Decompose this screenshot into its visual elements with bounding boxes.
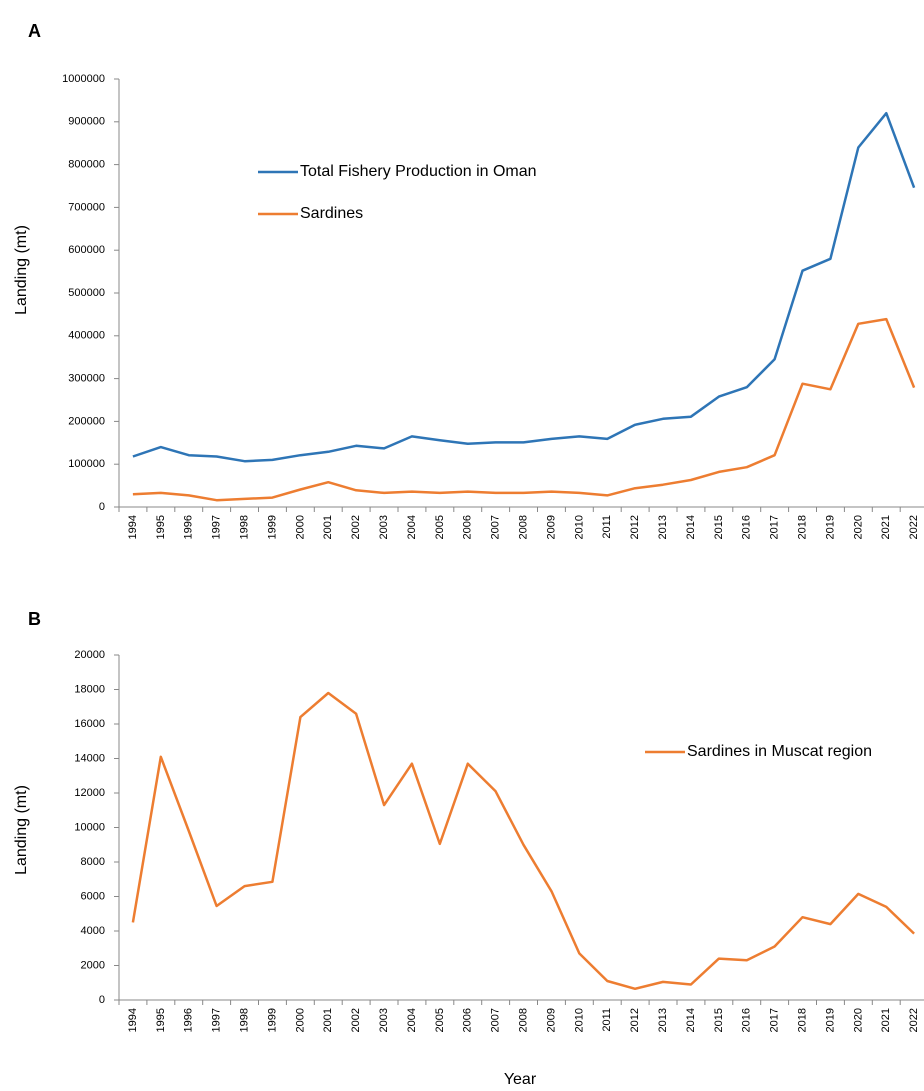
data-line: [132, 111, 916, 463]
legend-label: Total Fishery Production in Oman: [300, 163, 537, 180]
y-tick-label: 900000: [68, 116, 105, 128]
x-tick-label: 2007: [490, 515, 502, 539]
x-tick-label: 1997: [211, 515, 223, 539]
x-tick-label: 2002: [350, 1008, 362, 1032]
x-tick-label: 2016: [741, 1008, 753, 1032]
x-tick-label: 2002: [350, 515, 362, 539]
x-tick-label: 1996: [183, 1008, 195, 1032]
x-tick-label: 2019: [824, 515, 836, 539]
x-tick-label: 2007: [490, 1008, 502, 1032]
x-tick-label: 1995: [155, 515, 167, 539]
legend-label: Sardines in Muscat region: [687, 743, 872, 760]
x-tick-label: 2005: [434, 515, 446, 539]
x-tick-label: 1998: [238, 515, 250, 539]
x-tick-label: 1996: [183, 515, 195, 539]
y-tick-label: 600000: [68, 244, 105, 256]
y-tick-label: 2000: [81, 959, 105, 971]
x-tick-label: 1999: [266, 515, 278, 539]
y-tick-label: 4000: [81, 925, 105, 937]
x-tick-label: 2008: [517, 1008, 529, 1032]
x-tick-label: 2012: [629, 515, 641, 539]
x-tick-label: 2015: [713, 515, 725, 539]
x-tick-label: 2018: [796, 1008, 808, 1032]
x-tick-label: 2000: [294, 1008, 306, 1032]
x-tick-label: 1994: [127, 1008, 139, 1032]
y-tick-label: 16000: [74, 718, 105, 730]
y-tick-label: 100000: [68, 458, 105, 470]
x-tick-label: 2009: [545, 515, 557, 539]
x-tick-label: 2008: [517, 515, 529, 539]
x-tick-label: 1994: [127, 515, 139, 539]
x-tick-label: 2011: [601, 515, 613, 539]
data-line: [131, 691, 915, 991]
x-tick-label: 2005: [434, 1008, 446, 1032]
x-tick-label: 2019: [824, 1008, 836, 1032]
x-tick-label: 2013: [657, 515, 669, 539]
y-tick-label: 400000: [68, 330, 105, 342]
x-tick-label: 2017: [769, 515, 781, 539]
x-tick-label: 1995: [155, 1008, 167, 1032]
y-axis-label: Landing (mt): [13, 225, 30, 315]
y-tick-label: 12000: [74, 787, 105, 799]
x-tick-label: 2022: [908, 1008, 920, 1032]
y-tick-label: 1000000: [62, 73, 105, 85]
y-tick-label: 800000: [68, 159, 105, 171]
y-tick-label: 500000: [68, 287, 105, 299]
x-tick-label: 2016: [741, 515, 753, 539]
x-tick-label: 2021: [880, 515, 892, 539]
x-tick-label: 2011: [601, 1008, 613, 1032]
x-tick-label: 2017: [769, 1008, 781, 1032]
x-tick-label: 2020: [852, 515, 864, 539]
x-tick-label: 2018: [796, 515, 808, 539]
y-axis-label: Landing (mt): [13, 785, 30, 875]
x-tick-label: 2000: [294, 515, 306, 539]
y-tick-label: 300000: [68, 373, 105, 385]
x-tick-label: 2003: [378, 1008, 390, 1032]
legend-label: Sardines: [300, 205, 363, 222]
y-tick-label: 20000: [74, 649, 105, 661]
x-tick-label: 1999: [266, 1008, 278, 1032]
x-tick-label: 1997: [211, 1008, 223, 1032]
x-tick-label: 2003: [378, 515, 390, 539]
y-tick-label: 18000: [74, 683, 105, 695]
x-tick-label: 2004: [406, 1008, 418, 1032]
panel-label: A: [28, 21, 41, 41]
x-tick-label: 2022: [908, 515, 920, 539]
x-tick-label: 2015: [713, 1008, 725, 1032]
x-tick-label: 2012: [629, 1008, 641, 1032]
y-tick-label: 14000: [74, 752, 105, 764]
x-tick-label: 2001: [322, 1008, 334, 1032]
data-line: [132, 317, 916, 502]
x-tick-label: 2020: [852, 1008, 864, 1032]
y-tick-label: 200000: [68, 415, 105, 427]
x-tick-label: 2013: [657, 1008, 669, 1032]
y-tick-label: 10000: [74, 821, 105, 833]
y-tick-label: 700000: [68, 201, 105, 213]
y-tick-label: 0: [99, 501, 105, 513]
x-tick-label: 1998: [238, 1008, 250, 1032]
y-tick-label: 8000: [81, 856, 105, 868]
x-tick-label: 2009: [545, 1008, 557, 1032]
x-tick-label: 2021: [880, 1008, 892, 1032]
x-tick-label: 2004: [406, 515, 418, 539]
x-tick-label: 2014: [685, 1008, 697, 1032]
x-tick-label: 2010: [573, 1008, 585, 1032]
x-tick-label: 2001: [322, 515, 334, 539]
x-tick-label: 2014: [685, 515, 697, 539]
x-tick-label: 2010: [573, 515, 585, 539]
x-tick-label: 2006: [462, 1008, 474, 1032]
panel-label: B: [28, 609, 41, 629]
x-tick-label: 2006: [462, 515, 474, 539]
y-tick-label: 6000: [81, 890, 105, 902]
y-tick-label: 0: [99, 994, 105, 1006]
x-axis-label: Year: [504, 1071, 537, 1088]
